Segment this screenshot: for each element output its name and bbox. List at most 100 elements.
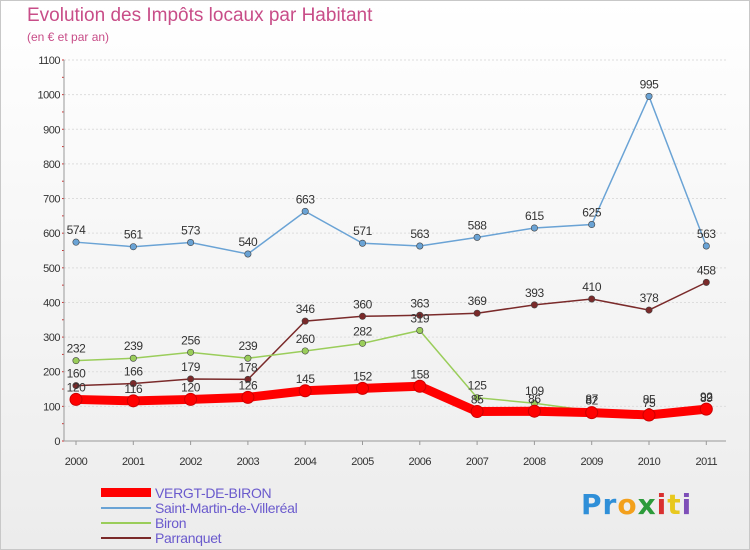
data-label: 82 [585, 394, 598, 408]
data-point [129, 380, 137, 388]
data-label: 125 [468, 379, 488, 393]
data-label: 360 [353, 297, 373, 311]
data-label: 256 [181, 333, 201, 347]
logo-letter: P [581, 488, 603, 521]
logo-letter: r [602, 488, 618, 521]
logo-letter: o [617, 488, 638, 521]
y-tick-label: 500 [43, 263, 60, 275]
data-point [530, 301, 538, 309]
data-point [699, 402, 713, 416]
y-tick-label: 200 [43, 367, 60, 379]
data-point [702, 242, 710, 250]
legend-label: Biron [155, 514, 187, 531]
data-point [645, 92, 653, 100]
x-tick-label: 2002 [179, 456, 202, 468]
legend-item: Saint-Martin-de-Villeréal [101, 500, 298, 516]
data-point [129, 354, 137, 362]
data-point [241, 390, 255, 404]
data-point [416, 242, 424, 250]
data-label: 158 [410, 367, 430, 381]
proxiti-logo: Proxiti [581, 488, 692, 521]
data-point [356, 381, 369, 395]
data-point [126, 394, 140, 408]
data-label: 160 [67, 367, 87, 381]
y-tick-label: 1100 [38, 55, 60, 67]
x-tick-label: 2005 [351, 456, 374, 468]
data-point [187, 375, 195, 383]
data-label: 615 [525, 209, 545, 223]
data-point [69, 392, 83, 406]
legend-swatch [101, 521, 151, 524]
data-point [72, 382, 80, 390]
y-tick-label: 700 [43, 194, 60, 206]
legend-label: VERGT-DE-BIRON [155, 484, 272, 501]
data-point [358, 312, 366, 320]
data-point [416, 311, 424, 319]
chart-legend: VERGT-DE-BIRON Saint-Martin-de-Villeréal B… [101, 484, 298, 546]
data-point [473, 309, 481, 317]
legend-item: Biron [101, 514, 297, 531]
y-tick-label: 400 [43, 297, 60, 309]
x-tick-label: 2000 [65, 456, 88, 468]
data-point [301, 347, 309, 355]
data-point [187, 239, 195, 247]
data-label: 86 [528, 392, 541, 406]
x-tick-label: 2010 [638, 456, 661, 468]
y-tick-label: 800 [43, 159, 60, 171]
data-point [72, 238, 80, 246]
data-label: 87 [585, 392, 598, 406]
data-point [702, 278, 710, 286]
data-label: 588 [468, 218, 488, 232]
x-tick-label: 2008 [523, 456, 546, 468]
data-point [244, 354, 252, 362]
data-label: 145 [296, 372, 316, 386]
data-label: 563 [697, 227, 717, 241]
data-label: 319 [410, 312, 430, 326]
x-tick-label: 2001 [122, 456, 145, 468]
data-label: 663 [296, 192, 316, 206]
data-label: 239 [124, 339, 144, 353]
legend-item: VERGT-DE-BIRON [101, 484, 297, 501]
data-label: 166 [124, 365, 144, 379]
x-tick-label: 2007 [466, 456, 489, 468]
logo-letter: x [637, 488, 657, 521]
legend-swatch [101, 506, 151, 509]
data-label: 260 [296, 332, 316, 346]
data-label: 571 [353, 224, 373, 238]
y-tick-label: 900 [43, 124, 60, 136]
data-point [72, 357, 80, 365]
data-label: 75 [643, 396, 656, 410]
data-label: 625 [582, 206, 602, 220]
data-label: 126 [238, 378, 258, 392]
logo-letter: i [681, 488, 693, 521]
data-label: 239 [238, 339, 258, 353]
data-point [645, 306, 653, 314]
data-label: 120 [181, 380, 201, 394]
data-label: 89 [700, 391, 713, 405]
chart-subtitle: (en € et par an) [27, 30, 110, 44]
data-label: 574 [67, 223, 87, 237]
data-label: 85 [471, 393, 484, 407]
logo-letter: i [656, 488, 668, 521]
data-label: 152 [353, 369, 373, 383]
legend-swatch [101, 536, 151, 539]
data-point [585, 406, 599, 420]
data-point [642, 408, 656, 422]
legend-label: Parranquet [155, 529, 222, 546]
data-point [473, 233, 481, 241]
data-point [416, 327, 424, 335]
data-label: 120 [67, 380, 87, 394]
data-label: 232 [67, 342, 87, 356]
chart-title: Evolution des Impôts locaux par Habitant [27, 5, 373, 26]
data-point [470, 405, 484, 419]
data-point [588, 295, 596, 303]
data-point [530, 224, 538, 232]
legend-swatch [101, 488, 151, 497]
logo-letter: t [667, 488, 682, 521]
data-label: 393 [525, 286, 545, 300]
data-label: 92 [700, 390, 713, 404]
y-tick-label: 300 [43, 332, 60, 344]
data-point [413, 379, 427, 393]
series-line [75, 281, 707, 387]
